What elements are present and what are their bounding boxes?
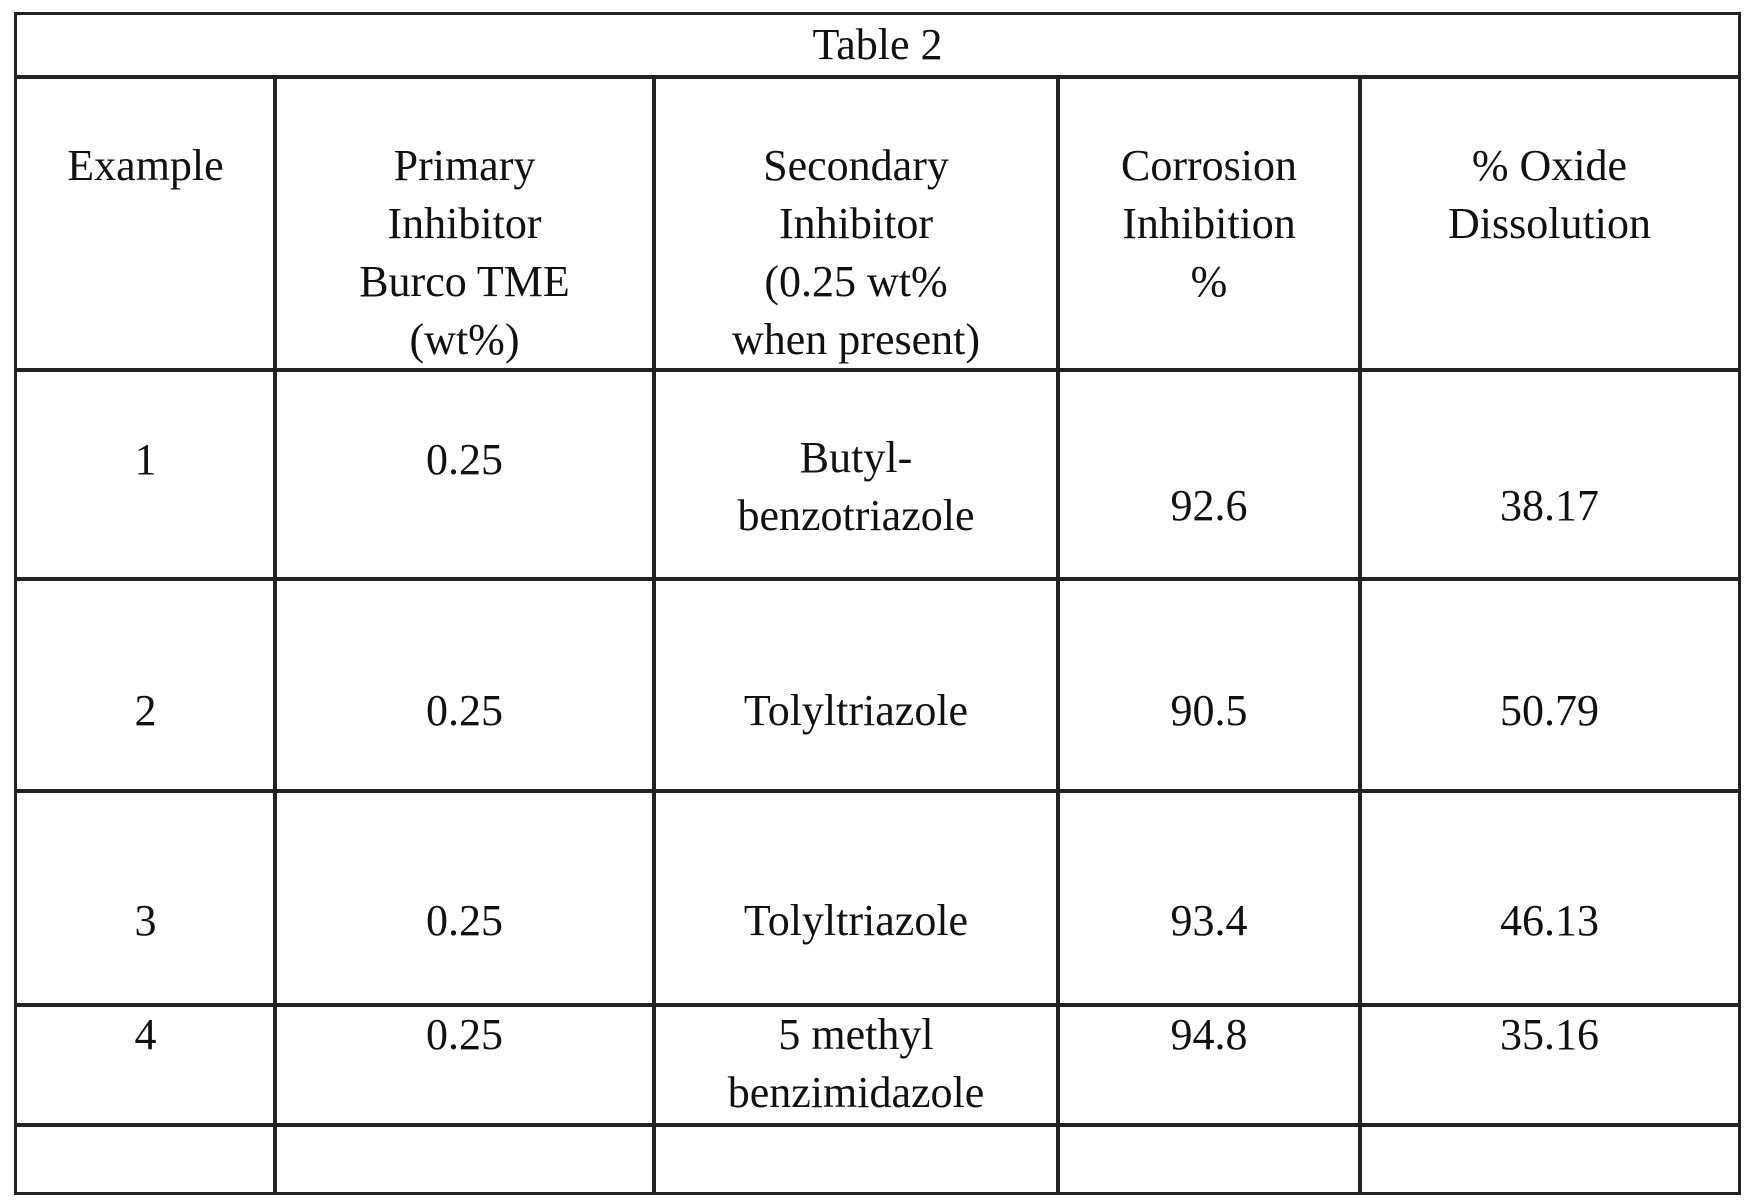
table-cell: 38.17 xyxy=(1358,368,1741,581)
table-cell: 0.25 xyxy=(273,577,656,793)
table-cell xyxy=(1056,1123,1362,1195)
table-cell: 3 xyxy=(14,789,277,1007)
header-primary-inhibitor: Primary Inhibitor Burco TME (wt%) xyxy=(273,76,656,372)
table-cell xyxy=(14,1123,277,1195)
table-cell: 1 xyxy=(14,368,277,581)
table-title: Table 2 xyxy=(14,12,1741,78)
header-corrosion-inhibition: Corrosion Inhibition % xyxy=(1056,76,1362,372)
table-cell: 35.16 xyxy=(1358,1003,1741,1127)
table-cell: Tolyltriazole xyxy=(652,577,1060,793)
table-cell: 2 xyxy=(14,577,277,793)
table-cell xyxy=(1358,1123,1741,1195)
table-cell: 92.6 xyxy=(1056,368,1362,581)
table-cell: Butyl- benzotriazole xyxy=(652,368,1060,581)
header-secondary-inhibitor: Secondary Inhibitor (0.25 wt% when prese… xyxy=(652,76,1060,372)
table-cell: 46.13 xyxy=(1358,789,1741,1007)
header-oxide-dissolution: % Oxide Dissolution xyxy=(1358,76,1741,372)
table-cell: 4 xyxy=(14,1003,277,1127)
table-cell: 50.79 xyxy=(1358,577,1741,793)
table-cell: 0.25 xyxy=(273,368,656,581)
table-cell: 0.25 xyxy=(273,789,656,1007)
header-example: Example xyxy=(14,76,277,372)
table-cell: Tolyltriazole xyxy=(652,789,1060,1007)
table-cell: 90.5 xyxy=(1056,577,1362,793)
table-cell xyxy=(273,1123,656,1195)
table-cell xyxy=(652,1123,1060,1195)
table-cell: 94.8 xyxy=(1056,1003,1362,1127)
table-cell: 5 methyl benzimidazole xyxy=(652,1003,1060,1127)
table-cell: 93.4 xyxy=(1056,789,1362,1007)
table-cell: 0.25 xyxy=(273,1003,656,1127)
